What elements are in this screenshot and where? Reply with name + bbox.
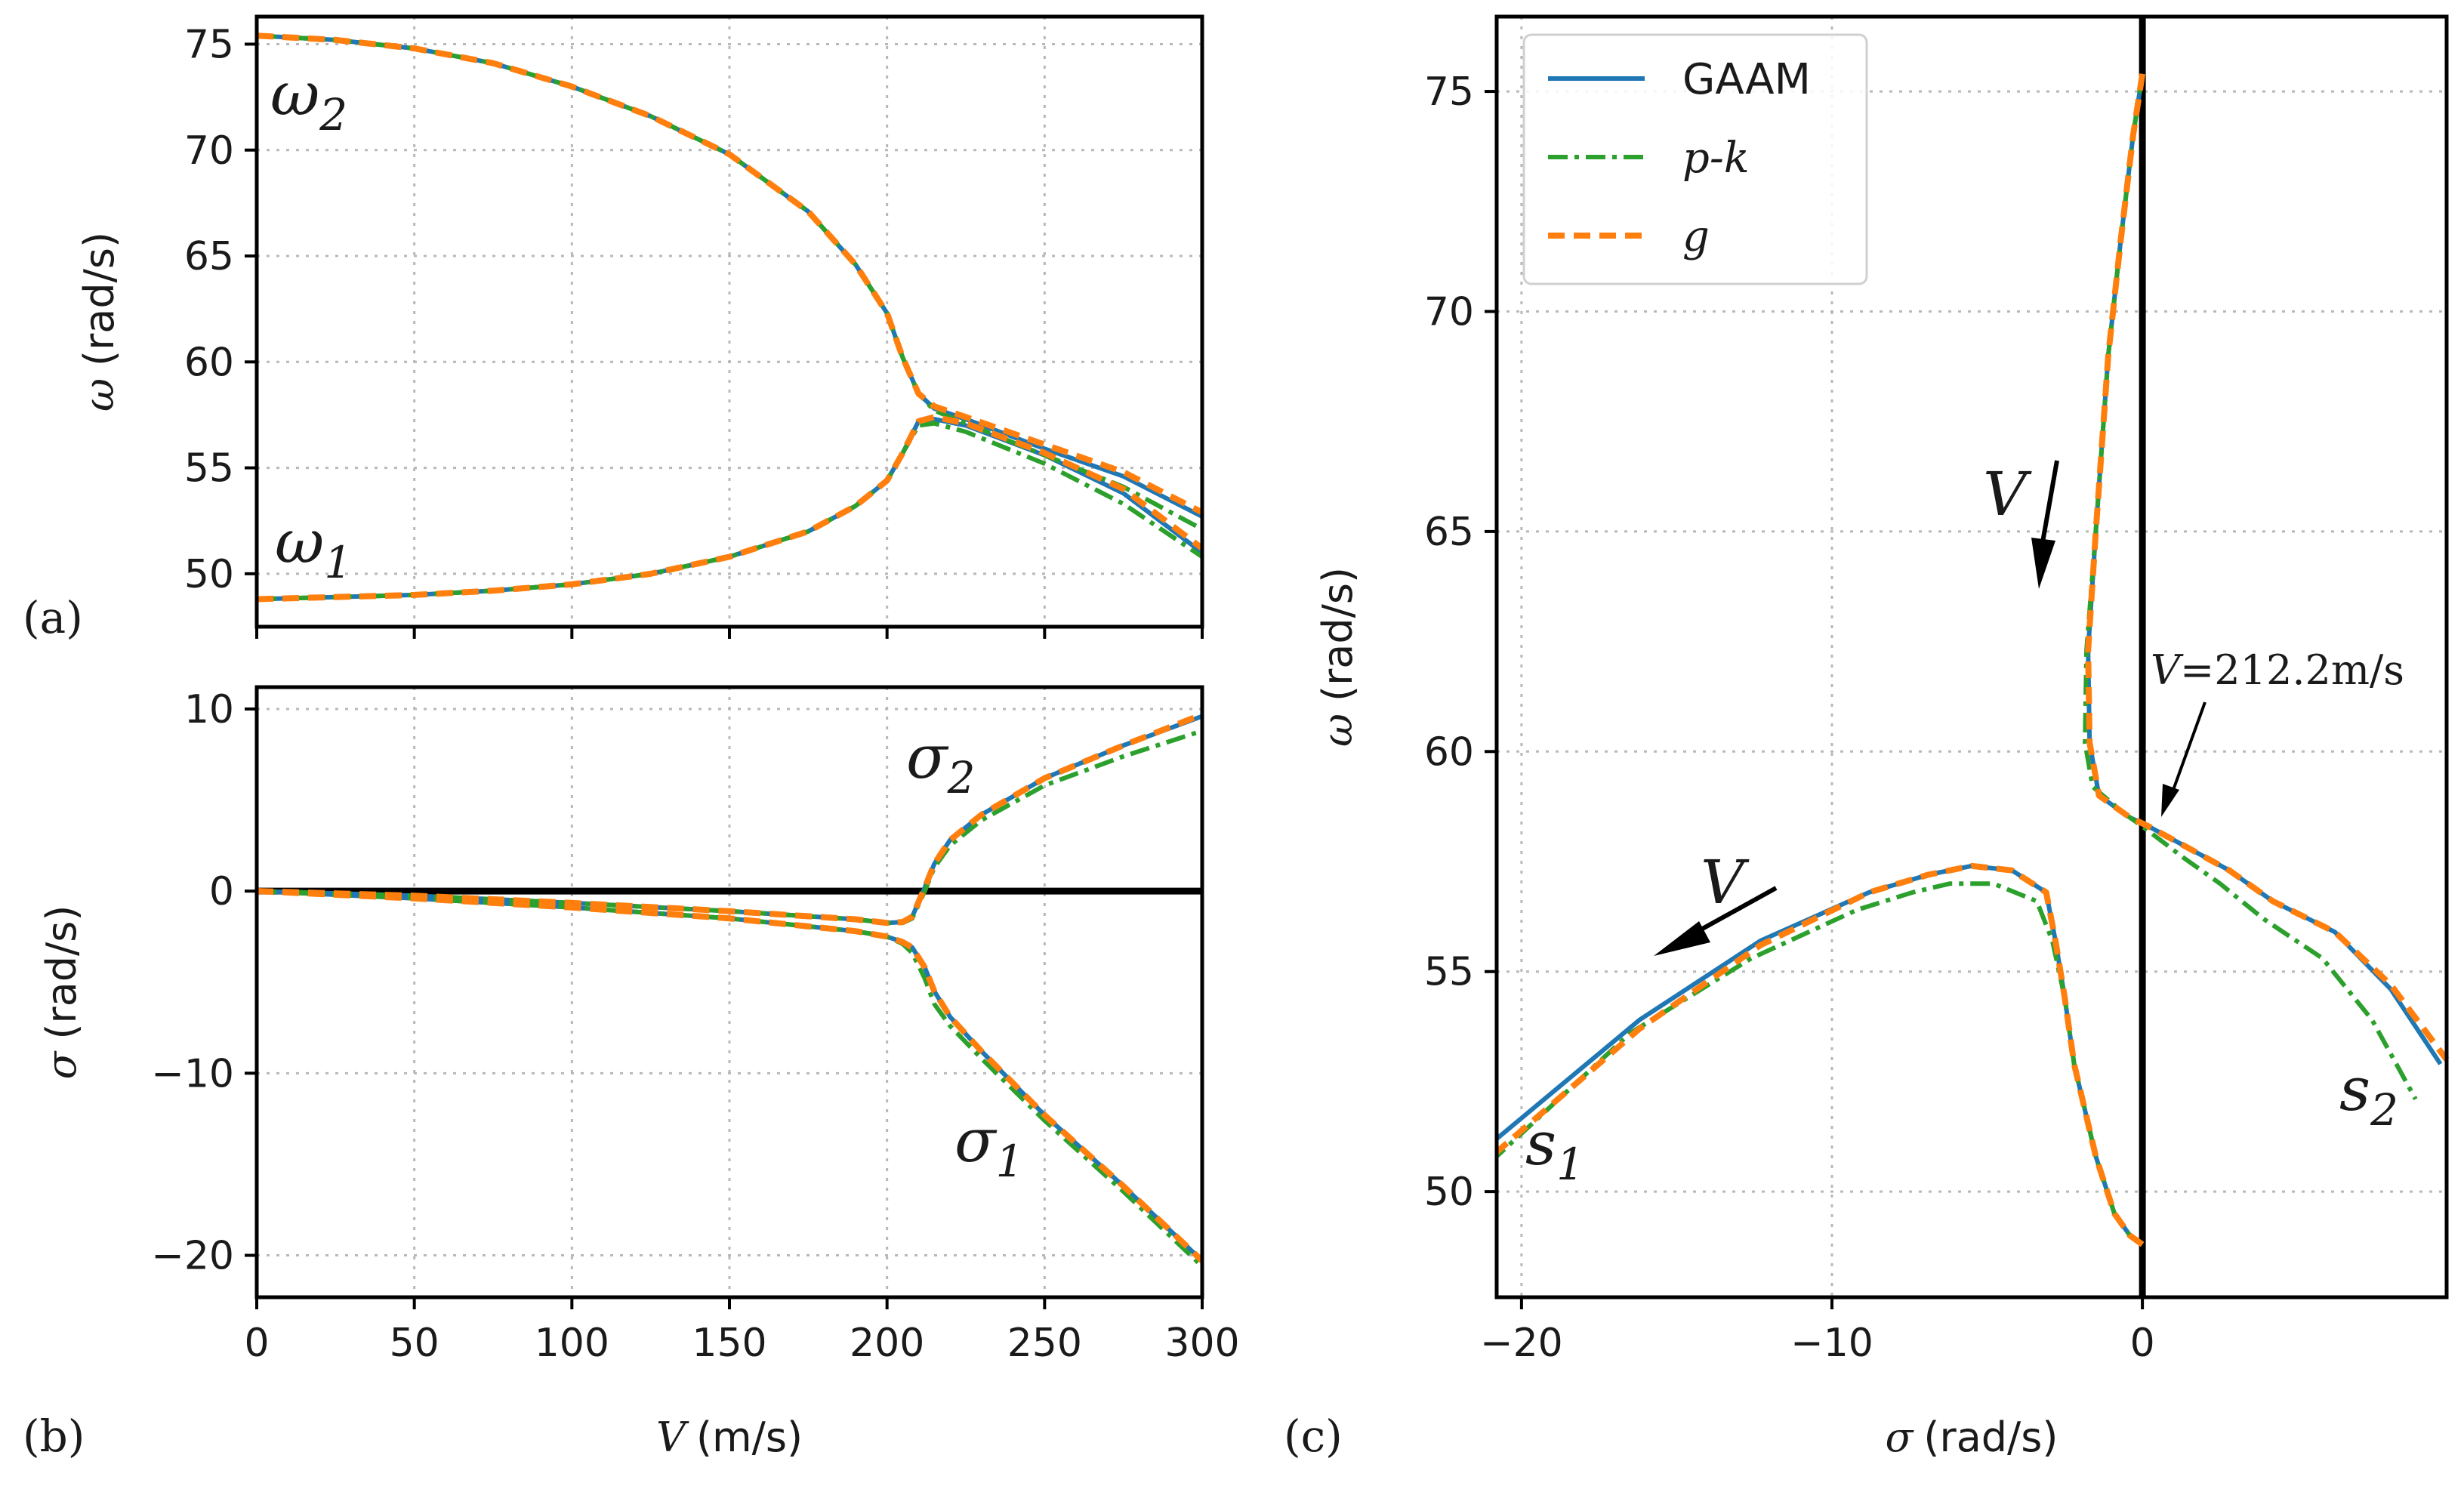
arrow-label-v-upper: V [1983, 459, 2032, 529]
series-a [256, 32, 1204, 603]
flutter-speed-note: V=212.2m/s [2151, 646, 2404, 694]
s2-sub: 2 [2370, 1084, 2398, 1136]
xlabel-b: V (m/s) [656, 1414, 803, 1461]
series-line-a-g-1 [256, 414, 1204, 603]
ytick-label-c-5: 75 [1424, 69, 1474, 115]
ylabel-b-symbol: σ [38, 1050, 85, 1079]
xtick-label-b-2: 100 [535, 1321, 609, 1366]
series-line-a-g-0 [256, 32, 1204, 516]
grid-a [255, 17, 1204, 627]
ylabel-c-symbol: ω [1314, 714, 1362, 747]
panel-label-a: (a) [23, 592, 83, 643]
series-line-c-g-1 [1494, 862, 2145, 1247]
xtick-label-b-0: 0 [244, 1321, 269, 1366]
ytick-label-c-0: 50 [1424, 1170, 1474, 1215]
series-line-b-g-1 [256, 888, 1204, 1263]
xtick-label-b-1: 50 [390, 1321, 439, 1366]
ylabel-c: ω (rad/s) [1314, 567, 1362, 747]
xtick-label-c-0: −20 [1480, 1321, 1563, 1366]
xtick-label-b-6: 300 [1164, 1321, 1239, 1366]
xlabel-b-symbol: V [656, 1414, 689, 1461]
xlabel-c-unit: (rad/s) [1923, 1414, 2058, 1461]
arrow-v-upper [2031, 460, 2059, 589]
series-line-b-gaam-1 [256, 889, 1204, 1262]
annotation-s2: s2 [2339, 1054, 2398, 1136]
ticks-b: 0 50 100 150 200 250 300 −20 −10 0 10 [151, 687, 1239, 1366]
legend-label-gaam: GAAM [1682, 55, 1811, 104]
flutter-v-symbol: V [2151, 646, 2184, 694]
flutter-speed-value: =212.2m/s [2180, 646, 2404, 694]
ytick-label-b-1: −10 [151, 1051, 234, 1096]
series-line-b-g-0 [256, 711, 1204, 926]
omega1-base: ω [275, 507, 324, 577]
omega2-sub: 2 [319, 89, 347, 140]
legend-label-g: g [1682, 212, 1710, 261]
ytick-label-c-3: 65 [1424, 510, 1474, 555]
xtick-label-c-1: −10 [1790, 1321, 1873, 1366]
ticks-c: −20 −10 0 50 55 60 65 70 75 [1424, 69, 2155, 1366]
ytick-label-c-2: 60 [1424, 729, 1474, 775]
axes-frame-c [1494, 14, 2449, 1299]
annotation-s1: s1 [1525, 1108, 1584, 1190]
ylabel-a-symbol: ω [76, 378, 123, 412]
annotation-omega1: ω1 [275, 507, 352, 588]
sigma2-sub: 2 [947, 752, 976, 803]
annotation-sigma1: σ1 [954, 1105, 1024, 1187]
panel-label-b: (b) [23, 1410, 85, 1462]
xlabel-b-unit: (m/s) [696, 1414, 803, 1461]
series-line-c-pk-1 [1494, 881, 2144, 1247]
arrow-v-lower [1654, 886, 1778, 956]
ytick-label-b-3: 10 [184, 687, 234, 732]
ytick-label-a-4: 70 [184, 128, 234, 174]
ylabel-b: σ (rad/s) [38, 905, 85, 1080]
legend-box [1522, 33, 1868, 285]
ytick-label-c-4: 70 [1424, 289, 1474, 335]
xtick-label-c-2: 0 [2130, 1321, 2155, 1366]
xtick-label-b-3: 150 [692, 1321, 766, 1366]
flutter-speed-arrow [2161, 701, 2206, 817]
ylabel-b-unit: (rad/s) [38, 905, 85, 1040]
ytick-label-b-0: −20 [151, 1234, 234, 1279]
xlabel-c: σ (rad/s) [1886, 1414, 2058, 1461]
omega1-sub: 1 [324, 537, 352, 588]
s1-sub: 1 [1556, 1139, 1584, 1190]
legend: GAAM p-k g [1522, 33, 1868, 285]
series-c [1494, 73, 2450, 1247]
series-line-a-pk-1 [256, 421, 1204, 602]
sigma1-base: σ [954, 1105, 998, 1176]
ytick-label-c-1: 55 [1424, 950, 1474, 995]
xtick-label-b-4: 200 [850, 1321, 924, 1366]
ylabel-c-unit: (rad/s) [1314, 567, 1362, 701]
s2-base: s [2339, 1054, 2370, 1124]
sigma2-base: σ [906, 722, 949, 792]
annotation-omega2: ω2 [270, 59, 347, 140]
ytick-label-a-5: 75 [184, 22, 234, 67]
ytick-label-a-0: 50 [184, 552, 234, 597]
ylabel-a-unit: (rad/s) [76, 232, 123, 366]
sigma1-sub: 1 [996, 1136, 1024, 1187]
panel-label-c: (c) [1284, 1410, 1343, 1462]
series-line-c-pk-0 [2083, 73, 2418, 1101]
xlabel-c-symbol: σ [1886, 1414, 1915, 1461]
ylabel-a: ω (rad/s) [76, 232, 123, 412]
legend-label-pk: p-k [1682, 134, 1750, 183]
series-line-c-g-0 [2085, 73, 2450, 1062]
ytick-label-b-2: 0 [209, 869, 234, 914]
s1-base: s [1525, 1108, 1556, 1179]
omega2-base: ω [270, 59, 319, 129]
xtick-label-b-5: 250 [1007, 1321, 1082, 1366]
ytick-label-a-1: 55 [184, 446, 234, 492]
series-line-a-pk-0 [256, 33, 1204, 532]
ytick-label-a-3: 65 [184, 234, 234, 279]
series-b [256, 711, 1204, 1269]
ytick-label-a-2: 60 [184, 340, 234, 385]
panel-b: 0 50 100 150 200 250 300 −20 −10 0 10 σ (rad/s) V (m… [23, 685, 1240, 1462]
ticks-a: 50 55 60 65 70 75 [184, 22, 1204, 639]
annotation-sigma2: σ2 [906, 722, 976, 803]
